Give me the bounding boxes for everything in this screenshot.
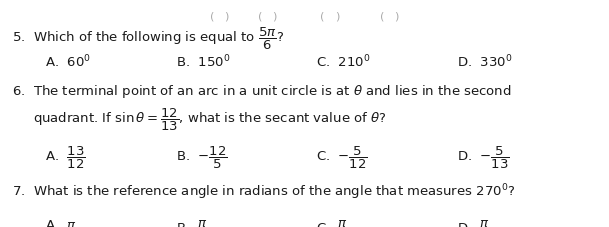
Text: D.  $-\dfrac{5}{13}$: D. $-\dfrac{5}{13}$: [457, 145, 510, 171]
Text: D.  $330^0$: D. $330^0$: [457, 53, 512, 70]
Text: 6.  The terminal point of an arc in a unit circle is at $\theta$ and lies in the: 6. The terminal point of an arc in a uni…: [12, 82, 512, 99]
Text: C.  $-\dfrac{5}{12}$: C. $-\dfrac{5}{12}$: [317, 145, 368, 171]
Text: A.  $\pi$: A. $\pi$: [45, 218, 77, 227]
Text: B.  $150^0$: B. $150^0$: [176, 53, 231, 70]
Text: C.  $\dfrac{\pi}{4}$: C. $\dfrac{\pi}{4}$: [317, 218, 349, 227]
Text: $(\ \ \ )$        $(\ \ \ )$            $(\ \ \ )$           $(\ \ \ )$: $(\ \ \ )$ $(\ \ \ )$ $(\ \ \ )$ $(\ \ \…: [209, 10, 400, 23]
Text: C.  $210^0$: C. $210^0$: [317, 53, 371, 70]
Text: B.  $-\dfrac{12}{5}$: B. $-\dfrac{12}{5}$: [176, 145, 228, 171]
Text: A.  $\dfrac{13}{12}$: A. $\dfrac{13}{12}$: [45, 145, 85, 171]
Text: A.  $60^0$: A. $60^0$: [45, 53, 91, 70]
Text: 7.  What is the reference angle in radians of the angle that measures $270^0$?: 7. What is the reference angle in radian…: [12, 181, 515, 201]
Text: quadrant. If $\sin\theta = \dfrac{12}{13}$, what is the secant value of $\theta$: quadrant. If $\sin\theta = \dfrac{12}{13…: [12, 107, 387, 133]
Text: B.  $\dfrac{\pi}{3}$: B. $\dfrac{\pi}{3}$: [176, 218, 208, 227]
Text: D.  $\dfrac{\pi}{6}$: D. $\dfrac{\pi}{6}$: [457, 218, 490, 227]
Text: 5.  Which of the following is equal to $\dfrac{5\pi}{6}$?: 5. Which of the following is equal to $\…: [12, 26, 284, 52]
